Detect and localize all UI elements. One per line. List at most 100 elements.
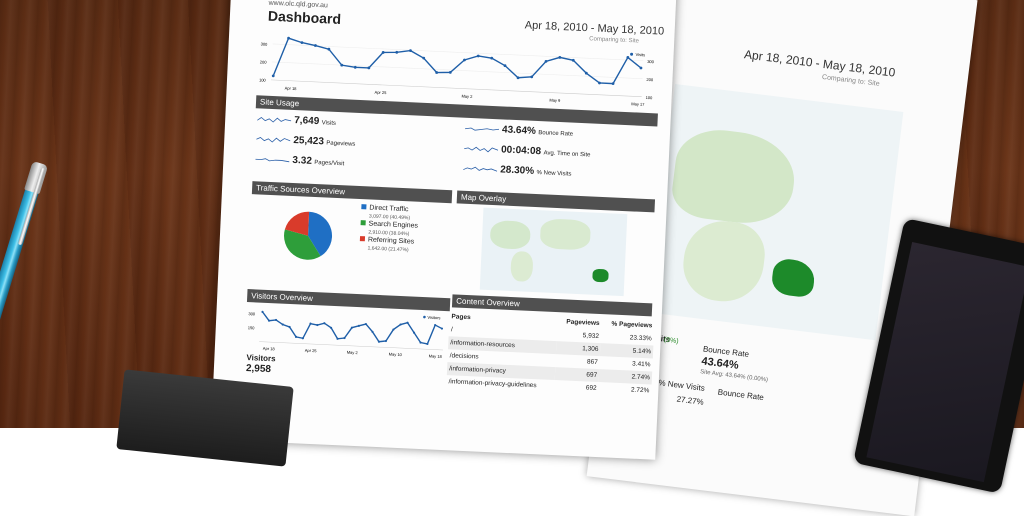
visitors-total-value: 2,958 (245, 363, 272, 376)
y-tick: 300 (261, 41, 269, 46)
traffic-legend: Direct Traffic 3,097.00 (40.49%) Search … (359, 204, 419, 255)
back-map (647, 83, 904, 341)
map-landmass (489, 220, 531, 250)
data-point (611, 82, 615, 86)
legend-label: Visitors (427, 315, 440, 321)
map-landmass (669, 124, 800, 229)
back-new-visits-label: % New Visits (658, 378, 706, 393)
content-table: Pages Pageviews % Pageviews / 5,932 23.3… (446, 310, 654, 397)
data-point (440, 327, 444, 330)
metric-avg-time: 00:04:08 Avg. Time on Site (464, 143, 591, 160)
data-point (309, 322, 312, 325)
y-tick: 100 (259, 77, 267, 82)
sparkline (257, 116, 292, 123)
dark-wallet (116, 369, 294, 467)
data-point (516, 76, 520, 80)
data-point (571, 58, 575, 62)
data-point (409, 49, 412, 53)
data-point (274, 318, 278, 322)
data-point (598, 81, 601, 85)
visitors-series (261, 310, 444, 346)
data-point (281, 323, 284, 326)
data-point (327, 47, 331, 51)
legend-dot (630, 52, 634, 56)
back-new-visits-value: 27.27% (676, 394, 705, 407)
x-tick: May 17 (631, 101, 645, 107)
page-title: Dashboard (267, 7, 342, 27)
swatch-red (359, 236, 366, 242)
x-tick: May 2 (461, 94, 473, 100)
right-tick: 200 (646, 77, 654, 82)
back-visits-pct: (9%) (663, 336, 679, 346)
data-point (314, 44, 317, 47)
data-point (261, 310, 264, 313)
comparing-label: Comparing to: Site (589, 36, 640, 45)
x-tick: May 18 (429, 353, 443, 359)
map-australia-highlight (770, 257, 817, 299)
data-point (626, 56, 630, 59)
data-point (287, 36, 290, 40)
y-tick: 200 (260, 59, 268, 64)
data-point (584, 71, 588, 75)
data-point (353, 65, 357, 69)
traffic-pie-chart (284, 211, 333, 260)
x-tick: May 2 (347, 350, 359, 356)
data-point (412, 331, 416, 334)
x-tick: May 9 (549, 98, 561, 104)
data-point (395, 50, 399, 54)
data-point (271, 74, 275, 78)
data-point (419, 341, 422, 344)
data-point (503, 64, 507, 68)
x-tick: Apr 25 (374, 90, 387, 96)
data-point (316, 323, 319, 327)
metric-pages-per-visit: 3.32 Pages/Visit (255, 153, 344, 168)
data-point (422, 56, 426, 60)
data-point (364, 322, 368, 326)
right-tick: 300 (647, 59, 655, 64)
date-range: Apr 18, 2010 - May 18, 2010 (524, 19, 665, 38)
sparkline (463, 166, 498, 172)
data-point (558, 55, 562, 59)
data-point (288, 325, 291, 329)
data-point (490, 56, 494, 60)
data-point (294, 335, 298, 338)
right-tick: 100 (646, 95, 654, 100)
data-point (544, 59, 548, 63)
data-point (371, 330, 374, 333)
visits-line-chart: 300 200 100 300 200 100 Visits Apr 18 Ap… (259, 36, 655, 107)
visitors-line-chart: 300 150 Visitors Apr 18 Apr 25 May 2 May… (248, 310, 444, 359)
data-point (381, 51, 385, 54)
map-landmass (679, 216, 769, 306)
data-point (463, 58, 466, 62)
metric-bounce-rate: 43.64% Bounce Rate (465, 123, 574, 139)
sparkline (464, 146, 499, 152)
data-point (301, 337, 305, 340)
data-point (343, 336, 346, 340)
data-point (336, 337, 339, 340)
swatch-green (360, 220, 366, 226)
sparkline (465, 127, 500, 131)
x-tick: Apr 25 (305, 348, 318, 354)
data-point (399, 323, 402, 326)
cell-pageviews: 692 (585, 384, 597, 392)
legend-dot (423, 315, 426, 319)
metric-new-visits: 28.30% % New Visits (463, 163, 572, 179)
map-landmass (510, 250, 534, 282)
back-date-range: Apr 18, 2010 - May 18, 2010 (743, 47, 897, 80)
data-point (392, 328, 395, 331)
cell-percent: 2.72% (630, 386, 650, 395)
back-bounce-col: Bounce Rate (717, 387, 765, 403)
x-tick: Apr 18 (285, 86, 298, 92)
data-point (357, 324, 361, 327)
data-point (384, 339, 388, 343)
series-line (272, 37, 642, 85)
data-point (377, 340, 381, 343)
visitors-total-label: Visitors (246, 353, 276, 364)
data-point (530, 75, 534, 79)
swatch-blue (361, 204, 367, 210)
data-point (448, 70, 452, 74)
metric-visits: 7,649 Visits (257, 113, 336, 128)
map-australia-highlight (592, 268, 609, 283)
data-point (434, 323, 437, 327)
data-point (330, 326, 333, 329)
